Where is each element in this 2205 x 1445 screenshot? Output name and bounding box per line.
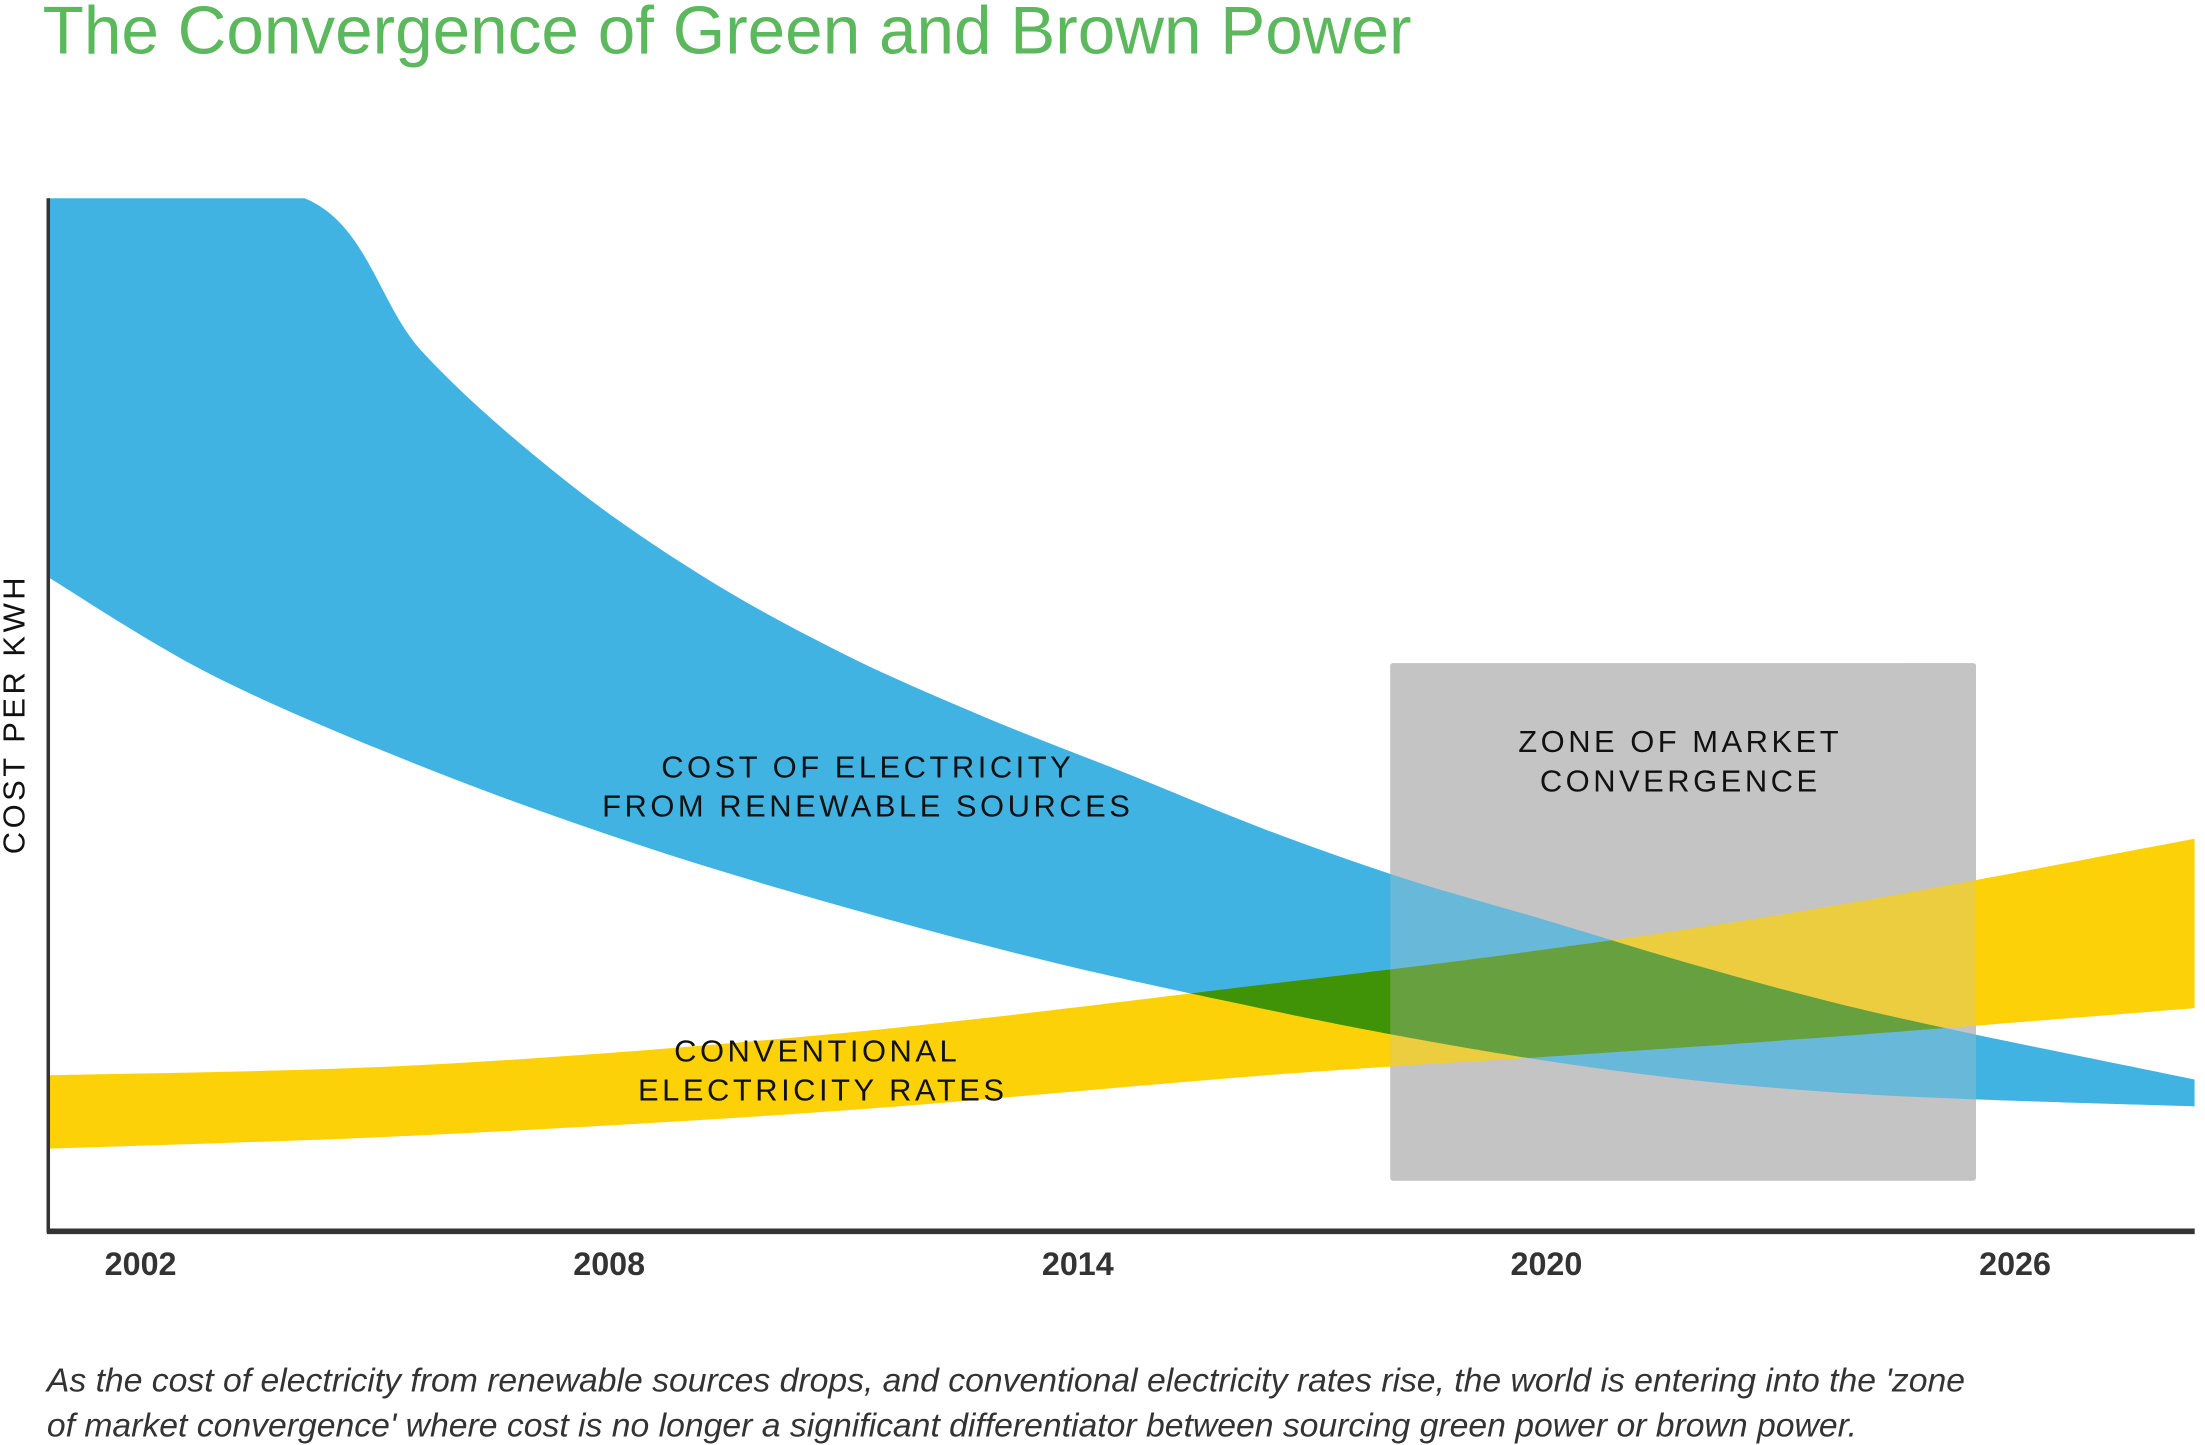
x-tick-label: 2026 [1979, 1246, 2051, 1282]
conventional-label-line-1: CONVENTIONAL [674, 1033, 960, 1068]
caption-line-2: of market convergence' where cost is no … [47, 1407, 1857, 1445]
y-axis-label: COST PER KWH [0, 574, 31, 854]
caption-line-1: As the cost of electricity from renewabl… [45, 1362, 1965, 1400]
x-tick-label: 2002 [105, 1246, 177, 1282]
x-tick-label: 2008 [573, 1246, 645, 1282]
renewable-label-line-1: COST OF ELECTRICITY [661, 749, 1074, 784]
conventional-rates-band [46, 838, 2195, 1149]
zone-label-line-1: ZONE OF MARKET [1518, 724, 1842, 759]
x-tick-label: 2020 [1510, 1246, 1582, 1282]
x-tick-label: 2014 [1042, 1246, 1114, 1282]
chart-title: The Convergence of Green and Brown Power [43, 0, 1412, 68]
renewable-label-line-2: FROM RENEWABLE SOURCES [602, 789, 1133, 824]
zone-overlay [1390, 663, 1976, 1181]
zone-label-line-2: CONVERGENCE [1540, 763, 1821, 798]
conventional-label-line-2: ELECTRICITY RATES [638, 1073, 1007, 1108]
renewable-cost-band [46, 198, 2195, 1107]
